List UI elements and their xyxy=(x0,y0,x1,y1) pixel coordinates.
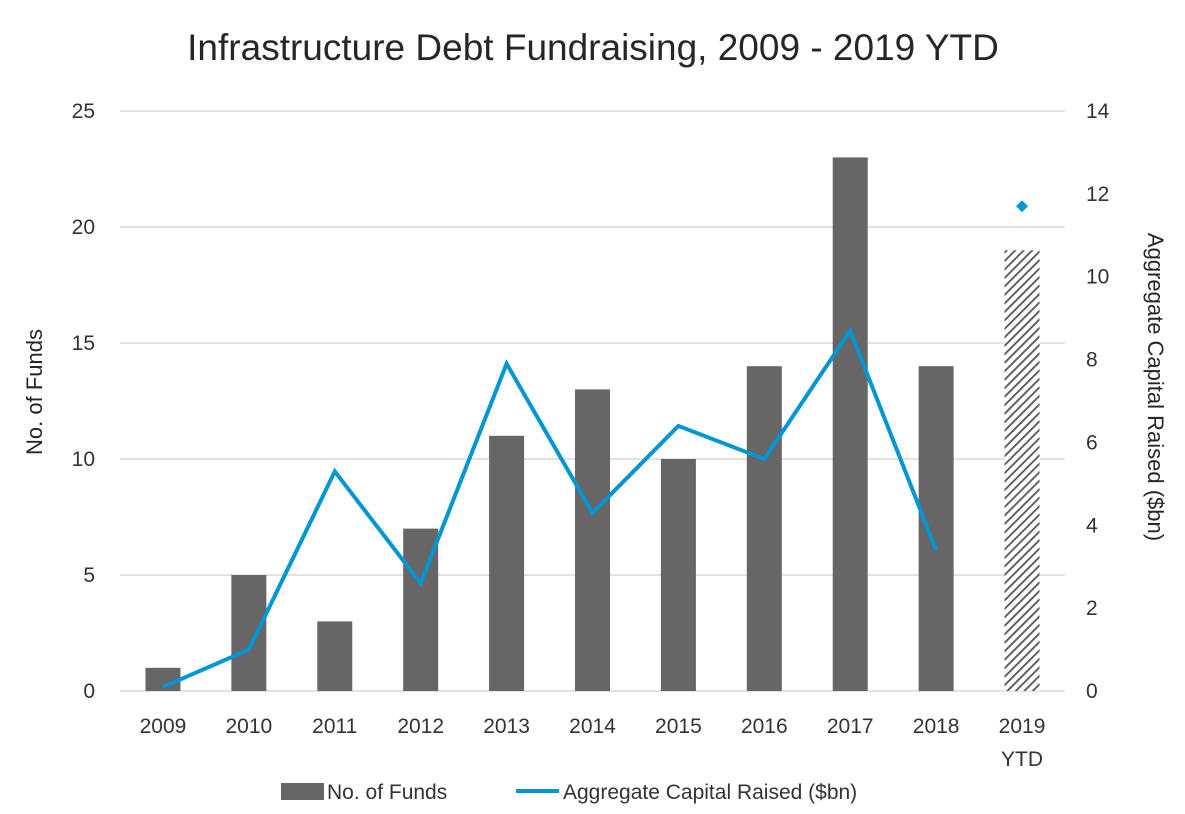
x-tick-label: YTD xyxy=(1001,748,1043,771)
y-axis-label-left: No. of Funds xyxy=(22,329,47,455)
y-tick-right: 14 xyxy=(1086,100,1110,123)
x-tick-label: 2015 xyxy=(655,715,702,738)
bar xyxy=(231,575,267,691)
bar xyxy=(489,435,525,691)
bar xyxy=(145,667,181,691)
line-series xyxy=(162,200,1029,689)
y-tick-right: 10 xyxy=(1086,266,1109,289)
bar xyxy=(317,621,353,691)
ytd-diamond-marker xyxy=(1016,200,1029,213)
bar xyxy=(746,366,782,691)
x-tick-label: 2009 xyxy=(140,715,187,738)
y-tick-right: 12 xyxy=(1086,183,1109,206)
x-tick-label: 2014 xyxy=(569,715,616,738)
y-tick-right: 0 xyxy=(1086,680,1098,703)
x-tick-label: 2019 xyxy=(999,715,1046,738)
y-tick-left: 5 xyxy=(83,564,95,587)
legend-label-line: Aggregate Capital Raised ($bn) xyxy=(563,781,857,804)
capital-raised-line xyxy=(162,326,938,689)
x-tick-label: 2017 xyxy=(827,715,874,738)
x-tick-label: 2011 xyxy=(312,715,357,738)
x-axis-ticks: 2009 2010 2011 2012 2013 2014 2015 2016 2017 2018… xyxy=(140,715,1046,771)
x-tick-label: 2010 xyxy=(226,715,273,738)
y-tick-left: 25 xyxy=(72,100,95,123)
y-tick-right: 6 xyxy=(1086,431,1098,454)
bar xyxy=(832,157,868,691)
bar xyxy=(575,389,610,691)
right-axis-ticks: 0 2 4 6 8 10 12 14 xyxy=(1086,100,1110,703)
y-tick-right: 8 xyxy=(1086,349,1098,372)
legend-label-bars: No. of Funds xyxy=(327,781,447,804)
x-tick-label: 2016 xyxy=(741,715,788,738)
y-tick-left: 15 xyxy=(72,332,95,355)
chart-title: Infrastructure Debt Fundraising, 2009 - … xyxy=(187,27,999,68)
left-axis-ticks: 0 5 10 15 20 25 xyxy=(72,100,95,703)
x-tick-label: 2013 xyxy=(483,715,530,738)
y-axis-label-right: Aggregate Capital Raised ($bn) xyxy=(1143,233,1168,541)
y-tick-left: 10 xyxy=(72,448,95,471)
legend: No. of Funds Aggregate Capital Raised ($… xyxy=(281,781,857,804)
y-tick-left: 20 xyxy=(72,216,95,239)
x-tick-label: 2012 xyxy=(397,715,444,738)
x-tick-label: 2018 xyxy=(913,715,960,738)
y-tick-left: 0 xyxy=(83,680,95,703)
bar xyxy=(660,459,696,691)
bar-series xyxy=(145,157,1040,691)
bar-ytd xyxy=(1004,250,1040,691)
bar xyxy=(918,366,954,691)
y-tick-right: 4 xyxy=(1086,514,1098,537)
y-tick-right: 2 xyxy=(1086,597,1098,620)
legend-swatch-bars xyxy=(281,783,324,800)
